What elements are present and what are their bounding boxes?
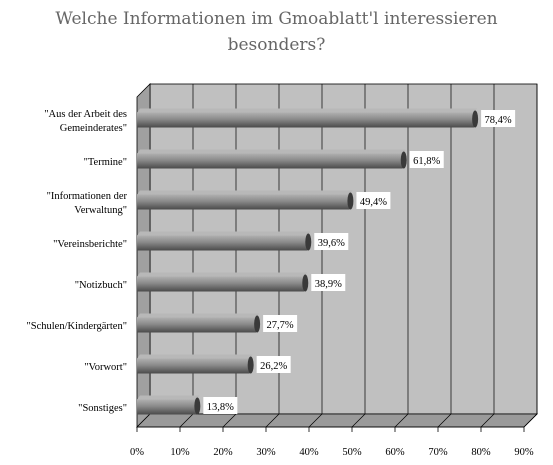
value-label-box: [314, 233, 349, 250]
plot-side-wall: [136, 83, 151, 428]
category-label: "Vorwort": [84, 362, 127, 373]
bar-face: [137, 358, 250, 374]
value-label: 49,4%: [360, 197, 387, 208]
gridline-floor: [523, 413, 538, 428]
value-label-box: [203, 397, 238, 414]
category-label-line: Verwaltung": [74, 205, 127, 216]
value-label-box: [256, 356, 291, 373]
x-tick-label: 80%: [471, 447, 491, 458]
value-label: 78,4%: [485, 115, 512, 126]
category-label-line: "Informationen der: [47, 191, 128, 202]
gridline-floor: [179, 413, 194, 428]
value-label-box: [263, 315, 298, 332]
x-tick-label: 10%: [170, 447, 190, 458]
category-label: "Sonstiges": [78, 403, 127, 414]
value-label: 61,8%: [413, 156, 440, 167]
bar-top: [137, 395, 200, 400]
category-label-line: Gemeinderates": [60, 123, 127, 134]
gridline-floor: [351, 413, 366, 428]
value-label: 38,9%: [315, 279, 342, 290]
bar-top: [137, 313, 260, 318]
bar-end: [347, 192, 354, 210]
category-label: "Notizbuch": [75, 280, 127, 291]
category-label: "Informationen der Verwaltung": [47, 191, 128, 216]
bar-top: [137, 231, 311, 236]
category-label-line: "Vorwort": [84, 362, 127, 373]
bar-end: [400, 151, 407, 169]
value-label: 26,2%: [260, 361, 287, 372]
bar-top: [137, 149, 406, 154]
x-tick-label: 90%: [514, 447, 534, 458]
x-tick-label: 20%: [213, 447, 233, 458]
value-label: 27,7%: [267, 320, 294, 331]
category-label: "Vereinsberichte": [53, 239, 127, 250]
value-label: 13,8%: [207, 402, 234, 413]
value-label-box: [409, 151, 444, 168]
bar-end: [254, 315, 261, 333]
chart-title-line-2: besonders?: [227, 35, 326, 55]
category-label-line: "Termine": [84, 157, 127, 168]
bar: [137, 395, 201, 415]
gridline-floor: [308, 413, 323, 428]
bar-end: [302, 274, 309, 292]
bar: [137, 354, 254, 374]
bar-end: [194, 397, 201, 415]
value-label-box: [356, 192, 391, 209]
bar-top: [137, 354, 253, 359]
x-tick-label: 50%: [342, 447, 362, 458]
bar-top: [137, 190, 353, 195]
category-label: "Schulen/Kindergärten": [26, 321, 127, 332]
chart-title-line-1: Welche Informationen im Gmoablatt'l inte…: [55, 9, 498, 29]
gridline-floor: [222, 413, 237, 428]
bar-top: [137, 108, 478, 113]
category-label: "Termine": [84, 157, 127, 168]
bar-face: [137, 235, 308, 251]
bar-face: [137, 112, 475, 128]
plot-floor: [136, 413, 538, 428]
category-label-line: "Schulen/Kindergärten": [26, 321, 127, 332]
x-tick-label: 40%: [299, 447, 319, 458]
category-label-line: "Vereinsberichte": [53, 239, 127, 250]
x-tick-label: 60%: [385, 447, 405, 458]
bar-face: [137, 399, 197, 415]
chart-title: Welche Informationen im Gmoablatt'l inte…: [0, 6, 553, 58]
bar-face: [137, 276, 305, 292]
category-label-line: "Aus der Arbeit des: [44, 109, 127, 120]
category-label-line: "Notizbuch": [75, 280, 127, 291]
gridline-floor: [437, 413, 452, 428]
bar-face: [137, 317, 257, 333]
bar-face: [137, 194, 350, 210]
value-label: 39,6%: [318, 238, 345, 249]
value-label-box: [481, 110, 516, 127]
gridline-floor: [394, 413, 409, 428]
x-tick-label: 70%: [428, 447, 448, 458]
bar: [137, 108, 479, 128]
gridline-floor: [265, 413, 280, 428]
gridline-floor: [480, 413, 495, 428]
bar-end: [472, 110, 479, 128]
value-label-box: [311, 274, 346, 291]
bar: [137, 272, 309, 292]
bar-face: [137, 153, 403, 169]
bar: [137, 313, 261, 333]
bar: [137, 149, 407, 169]
bar: [137, 231, 312, 251]
x-tick-label: 30%: [256, 447, 276, 458]
x-tick-label: 0%: [130, 447, 144, 458]
bar-top: [137, 272, 308, 277]
bar: [137, 190, 354, 210]
category-label: "Aus der Arbeit des Gemeinderates": [44, 109, 127, 134]
bar-end: [305, 233, 312, 251]
bar-end: [247, 356, 254, 374]
category-label-line: "Sonstiges": [78, 403, 127, 414]
